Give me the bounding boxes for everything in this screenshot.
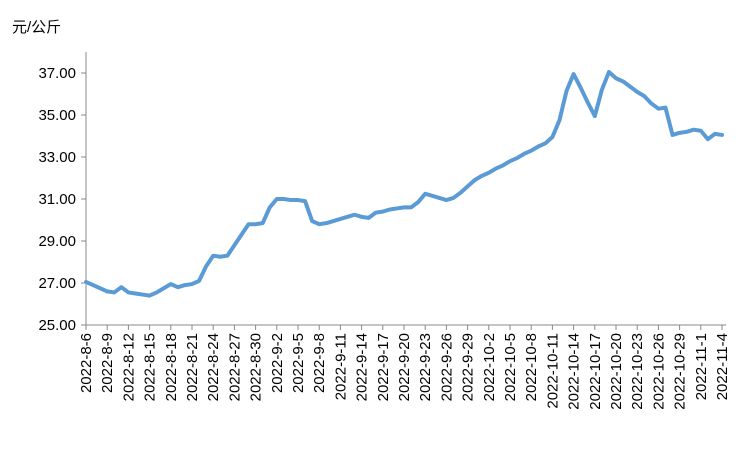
x-tick-label: 2022-8-21 [184,333,201,401]
y-tick-label: 29.00 [38,233,76,250]
x-tick-label: 2022-8-12 [120,333,137,401]
x-tick-label: 2022-10-17 [587,333,604,410]
x-tick-label: 2022-8-15 [142,333,159,401]
y-tick-label: 25.00 [38,317,76,334]
y-tick-label: 35.00 [38,107,76,124]
x-tick-label: 2022-9-20 [396,333,413,401]
x-tick-label: 2022-8-6 [78,333,95,393]
x-tick-label: 2022-8-18 [163,333,180,401]
y-tick-label: 33.00 [38,149,76,166]
x-tick-label: 2022-9-14 [354,333,371,401]
x-tick-label: 2022-9-8 [311,333,328,393]
y-tick-label: 27.00 [38,275,76,292]
x-tick-label: 2022-10-23 [629,333,646,410]
y-tick-label: 37.00 [38,65,76,82]
x-tick-label: 2022-9-5 [290,333,307,393]
x-tick-label: 2022-10-8 [523,333,540,401]
x-tick-label: 2022-9-29 [460,333,477,401]
x-tick-label: 2022-9-11 [332,333,349,400]
x-tick-label: 2022-11-1 [693,333,710,400]
x-tick-label: 2022-10-5 [502,333,519,401]
x-tick-label: 2022-9-26 [438,333,455,401]
x-tick-label: 2022-10-2 [481,333,498,401]
x-tick-label: 2022-8-27 [226,333,243,401]
x-tick-label: 2022-9-2 [269,333,286,393]
x-tick-label: 2022-8-24 [205,333,222,401]
y-axis-title: 元/公斤 [12,19,61,36]
y-tick-label: 31.00 [38,191,76,208]
x-tick-label: 2022-10-20 [608,333,625,410]
x-tick-label: 2022-8-30 [248,333,265,401]
x-tick-label: 2022-9-17 [375,333,392,401]
x-tick-label: 2022-10-29 [672,333,689,410]
x-tick-label: 2022-10-14 [566,333,583,410]
x-tick-label: 2022-11-4 [714,333,731,400]
x-tick-label: 2022-10-26 [650,333,667,410]
data-line [84,69,724,298]
x-tick-label: 2022-10-11 [544,333,561,409]
x-tick-label: 2022-9-23 [417,333,434,401]
x-tick-label: 2022-8-9 [99,333,116,393]
